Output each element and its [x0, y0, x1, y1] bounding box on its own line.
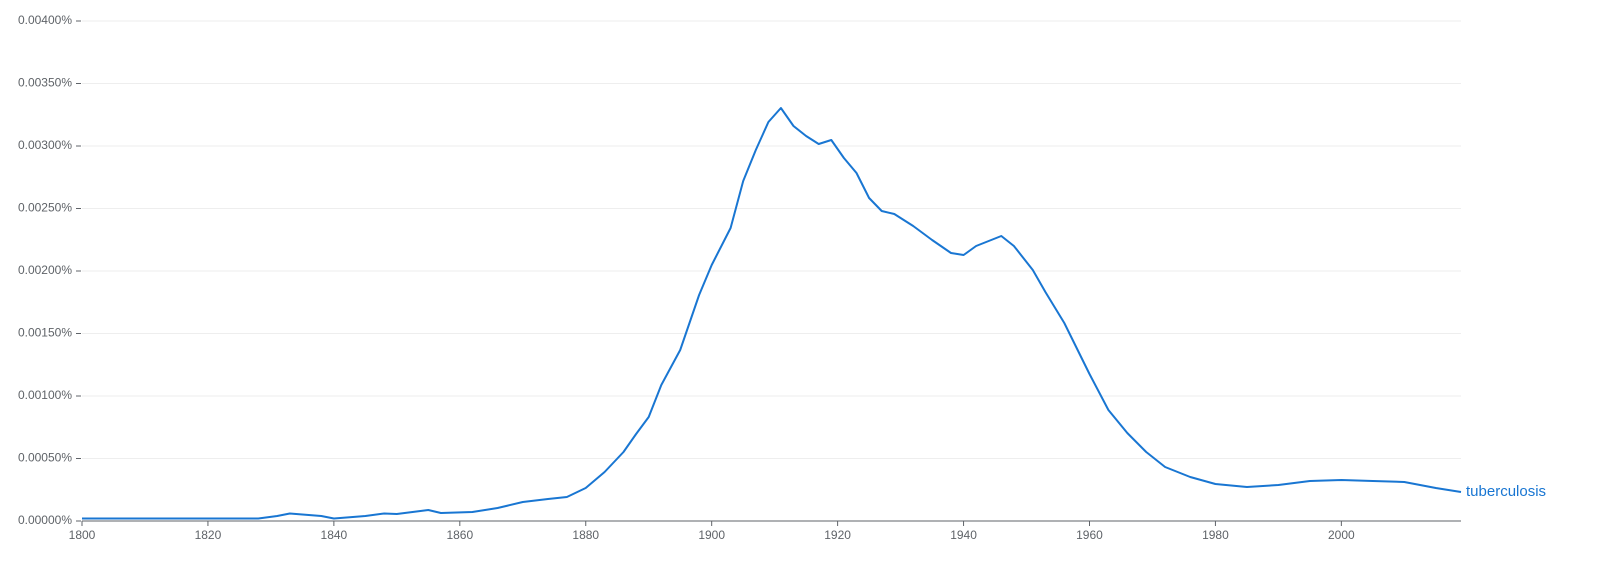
x-tick-label: 1980: [1202, 528, 1229, 542]
y-tick-label: 0.00250%: [18, 201, 72, 215]
series-label: tuberculosis: [1466, 483, 1546, 500]
y-tick-label: 0.00150%: [18, 326, 72, 340]
y-tick-label: 0.00100%: [18, 388, 72, 402]
x-tick-label: 1960: [1076, 528, 1103, 542]
y-tick-label: 0.00350%: [18, 76, 72, 90]
x-tick-label: 1860: [446, 528, 473, 542]
y-tick-label: 0.00300%: [18, 138, 72, 152]
y-tick-label: 0.00200%: [18, 263, 72, 277]
x-tick-label: 1900: [698, 528, 725, 542]
x-tick-label: 1840: [321, 528, 348, 542]
y-tick-label: 0.00000%: [18, 513, 72, 527]
x-tick-label: 1880: [572, 528, 599, 542]
x-tick-label: 1940: [950, 528, 977, 542]
x-tick-label: 2000: [1328, 528, 1355, 542]
line: [82, 107, 1462, 520]
y-tick-label: 0.00050%: [18, 451, 72, 465]
x-tick-label: 1920: [824, 528, 851, 542]
x-tick-label: 1820: [195, 528, 222, 542]
y-tick-label: 0.00400%: [18, 13, 72, 27]
x-tick-label: 1800: [69, 528, 96, 542]
